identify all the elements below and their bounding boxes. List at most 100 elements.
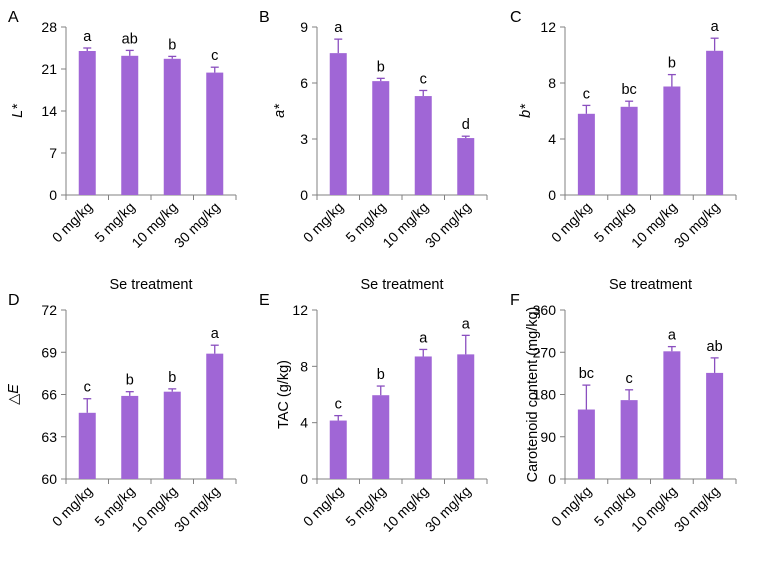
bar <box>620 106 638 195</box>
category-label: 10 mg/kg <box>128 199 180 251</box>
x-axis-title: Se treatment <box>609 277 692 293</box>
category-label: 10 mg/kg <box>628 199 680 251</box>
significance-label: c <box>211 48 218 64</box>
bar <box>620 400 638 479</box>
significance-label: a <box>83 29 92 45</box>
significance-label: c <box>420 71 427 87</box>
bar <box>663 86 681 195</box>
y-tick-label: 0 <box>548 471 556 487</box>
y-tick-label: 270 <box>533 344 557 360</box>
bar <box>457 138 475 195</box>
y-axis-title: Carotenoid content (mg/kg) <box>525 307 541 483</box>
category-label: 30 mg/kg <box>422 199 474 251</box>
significance-label: ab <box>122 31 138 47</box>
significance-label: a <box>462 316 471 332</box>
significance-label: b <box>377 367 385 383</box>
significance-label: a <box>211 326 220 342</box>
y-tick-label: 28 <box>41 19 57 35</box>
y-tick-label: 90 <box>540 429 556 445</box>
y-tick-label: 8 <box>300 358 308 374</box>
category-label: 10 mg/kg <box>128 483 180 535</box>
significance-label: b <box>126 373 134 389</box>
bar <box>329 53 347 196</box>
category-label: 30 mg/kg <box>422 483 474 535</box>
category-label: 30 mg/kg <box>671 483 723 535</box>
significance-label: b <box>377 59 385 75</box>
bar <box>206 353 224 479</box>
bar <box>706 372 724 479</box>
x-axis-title: Se treatment <box>109 277 192 293</box>
bar <box>206 72 224 195</box>
significance-label: c <box>335 397 342 413</box>
y-tick-label: 12 <box>292 302 308 318</box>
y-tick-label: 9 <box>300 19 308 35</box>
y-tick-label: 63 <box>41 429 57 445</box>
panel-label: C <box>510 9 522 26</box>
bar <box>329 420 347 479</box>
category-label: 10 mg/kg <box>628 483 680 535</box>
y-tick-label: 3 <box>300 131 308 147</box>
bar <box>372 395 390 479</box>
y-axis-title: b* <box>518 103 534 118</box>
bar <box>121 395 139 479</box>
bar <box>78 51 96 195</box>
y-tick-label: 12 <box>540 19 556 35</box>
significance-label: bc <box>621 82 636 98</box>
significance-label: a <box>711 19 720 35</box>
panel-label: F <box>510 292 520 309</box>
y-tick-label: 4 <box>300 415 308 431</box>
bar <box>457 354 475 479</box>
y-tick-label: 180 <box>533 387 557 403</box>
y-tick-label: 0 <box>548 187 556 203</box>
bar <box>706 50 724 195</box>
y-axis-title: a* <box>272 103 288 118</box>
significance-label: b <box>168 37 176 53</box>
bar <box>163 391 181 479</box>
y-tick-label: 7 <box>49 145 57 161</box>
significance-label: a <box>668 328 677 344</box>
y-axis-title: TAC (g/kg) <box>276 360 292 429</box>
category-label: 0 mg/kg <box>548 199 595 246</box>
significance-label: a <box>419 330 428 346</box>
significance-label: bc <box>579 366 594 382</box>
category-label: 30 mg/kg <box>171 199 223 251</box>
category-label: 30 mg/kg <box>171 483 223 535</box>
y-tick-label: 72 <box>41 302 57 318</box>
bar <box>78 412 96 479</box>
significance-label: ab <box>707 339 723 355</box>
y-tick-label: 4 <box>548 131 556 147</box>
y-tick-label: 66 <box>41 387 57 403</box>
category-label: 0 mg/kg <box>300 199 347 246</box>
panel-label: D <box>8 292 20 309</box>
significance-label: c <box>84 380 91 396</box>
significance-label: d <box>462 117 470 133</box>
panel-label: B <box>259 9 270 26</box>
y-axis-title: △E <box>6 384 22 405</box>
panel-label: A <box>8 9 19 26</box>
significance-label: a <box>334 20 343 36</box>
category-label: 0 mg/kg <box>49 199 96 246</box>
category-label: 0 mg/kg <box>300 483 347 530</box>
bar <box>577 113 595 195</box>
y-tick-label: 0 <box>300 471 308 487</box>
significance-label: c <box>626 371 633 387</box>
y-tick-label: 6 <box>300 75 308 91</box>
y-tick-label: 0 <box>49 187 57 203</box>
bar <box>372 81 390 195</box>
panel-label: E <box>259 292 270 309</box>
y-tick-label: 0 <box>300 187 308 203</box>
y-tick-label: 21 <box>41 61 57 77</box>
y-tick-label: 360 <box>533 302 557 318</box>
y-tick-label: 14 <box>41 103 57 119</box>
bar <box>414 356 432 479</box>
significance-label: b <box>668 56 676 72</box>
y-tick-label: 60 <box>41 471 57 487</box>
bar <box>414 96 432 195</box>
